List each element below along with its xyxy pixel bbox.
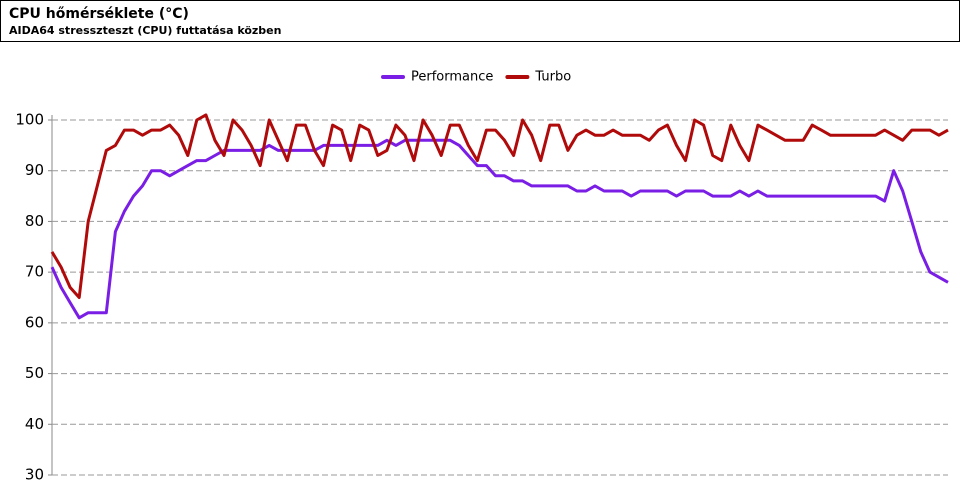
y-tick-label: 60 (25, 313, 44, 331)
series-line (50, 138, 949, 320)
y-tick-label: 50 (25, 364, 44, 382)
y-tick-label: 90 (25, 161, 44, 179)
title-box (0, 0, 960, 42)
y-tick-label: 40 (25, 415, 44, 433)
series-line (50, 113, 949, 299)
y-tick-label: 70 (25, 263, 44, 281)
chart-subtitle: AIDA64 stresszteszt (CPU) futtatása közb… (9, 24, 281, 37)
chart-title: CPU hőmérséklete (°C) (9, 6, 189, 22)
legend-label: Performance (411, 70, 493, 85)
y-tick-label: 100 (15, 111, 44, 129)
y-tick-label: 30 (25, 466, 44, 484)
legend-label: Turbo (534, 70, 571, 85)
y-tick-label: 80 (25, 212, 44, 230)
